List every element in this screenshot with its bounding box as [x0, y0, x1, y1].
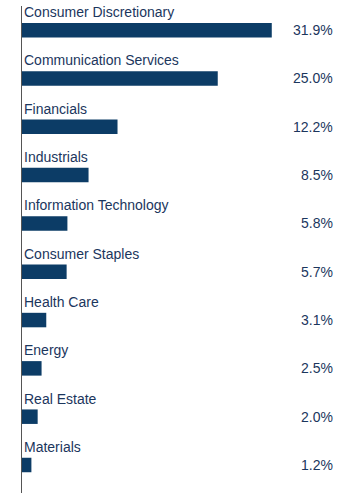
svg-text:Consumer Staples: Consumer Staples — [24, 246, 139, 262]
svg-text:31.9%: 31.9% — [293, 22, 333, 38]
svg-text:2.5%: 2.5% — [301, 360, 333, 376]
svg-text:Real Estate: Real Estate — [24, 391, 97, 407]
svg-text:1.2%: 1.2% — [301, 457, 333, 473]
svg-text:Consumer Discretionary: Consumer Discretionary — [24, 4, 174, 20]
svg-text:Industrials: Industrials — [24, 149, 88, 165]
svg-text:5.7%: 5.7% — [301, 264, 333, 280]
svg-text:25.0%: 25.0% — [293, 70, 333, 86]
svg-text:Financials: Financials — [24, 101, 87, 117]
svg-text:Information Technology: Information Technology — [24, 197, 169, 213]
svg-text:Energy: Energy — [24, 342, 68, 358]
svg-text:Communication Services: Communication Services — [24, 52, 179, 68]
svg-text:8.5%: 8.5% — [301, 167, 333, 183]
svg-text:2.0%: 2.0% — [301, 409, 333, 425]
svg-text:3.1%: 3.1% — [301, 312, 333, 328]
svg-text:12.2%: 12.2% — [293, 119, 333, 135]
svg-text:Health Care: Health Care — [24, 294, 99, 310]
svg-text:5.8%: 5.8% — [301, 215, 333, 231]
svg-text:Materials: Materials — [24, 439, 81, 455]
